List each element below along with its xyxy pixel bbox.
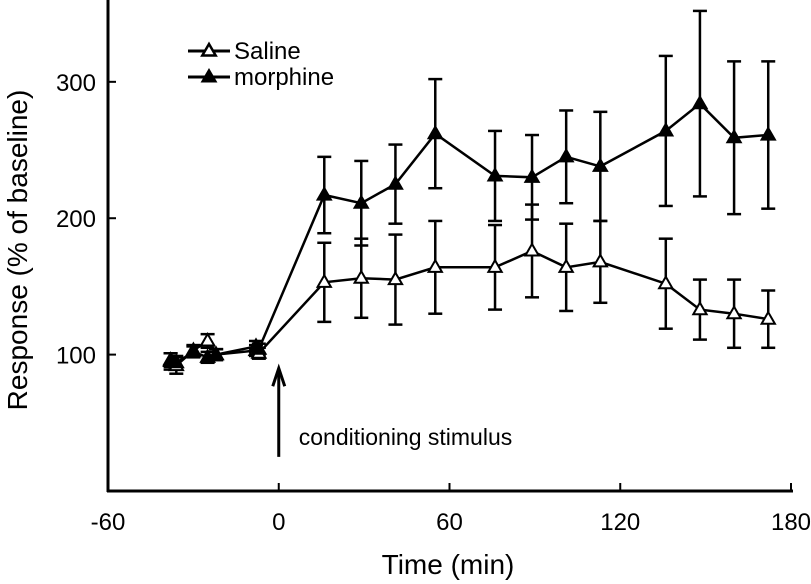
morphine-marker bbox=[691, 94, 709, 110]
saline-marker bbox=[199, 332, 217, 347]
morphine-line bbox=[170, 102, 769, 365]
y-tick-label: 300 bbox=[56, 70, 96, 97]
x-tick-label: 60 bbox=[436, 509, 463, 536]
x-tick-label: 120 bbox=[600, 509, 640, 536]
saline-marker bbox=[315, 273, 333, 288]
saline-marker bbox=[352, 269, 370, 284]
y-tick-label: 200 bbox=[56, 206, 96, 233]
saline-marker bbox=[691, 300, 709, 316]
y-tick-label: 100 bbox=[56, 343, 96, 370]
legend: Saline morphine bbox=[188, 38, 334, 91]
legend-saline-marker bbox=[200, 41, 218, 57]
x-axis-label: Time (min) bbox=[382, 549, 515, 580]
morphine-marker bbox=[387, 175, 404, 190]
morphine-marker bbox=[557, 147, 575, 163]
y-axis-label: Response (% of baseline) bbox=[2, 90, 33, 411]
legend-morphine-marker bbox=[200, 68, 218, 83]
morphine-marker bbox=[184, 342, 202, 358]
saline-marker bbox=[486, 258, 504, 273]
saline-marker bbox=[725, 304, 743, 320]
morphine-marker bbox=[486, 166, 504, 182]
morphine-marker bbox=[657, 121, 675, 137]
legend-morphine-label: morphine bbox=[234, 64, 334, 91]
conditioning-arrow-head bbox=[271, 363, 287, 387]
x-tick-label: 180 bbox=[771, 509, 811, 536]
saline-marker bbox=[591, 252, 609, 268]
morphine-marker bbox=[352, 194, 370, 209]
saline-marker bbox=[759, 310, 777, 325]
ticks: -60 0 60 120 180 100 200 300 bbox=[56, 70, 811, 536]
morphine-marker bbox=[250, 340, 268, 355]
morphine-marker bbox=[426, 124, 444, 140]
saline-marker bbox=[557, 258, 575, 273]
morphine-marker bbox=[315, 185, 333, 201]
legend-saline-label: Saline bbox=[234, 38, 301, 65]
x-tick-label: -60 bbox=[91, 509, 126, 536]
morphine-marker bbox=[167, 353, 185, 369]
morphine-marker bbox=[725, 128, 743, 144]
morphine-marker bbox=[207, 345, 225, 361]
x-tick-label: 0 bbox=[272, 509, 285, 536]
series-markers bbox=[162, 94, 777, 372]
saline-marker bbox=[657, 274, 675, 290]
morphine-marker bbox=[523, 168, 541, 183]
annotation-text: conditioning stimulus bbox=[299, 424, 513, 450]
morphine-marker bbox=[591, 157, 609, 172]
morphine-marker bbox=[759, 125, 777, 141]
saline-marker bbox=[387, 270, 404, 286]
saline-marker bbox=[523, 242, 541, 257]
annotation: conditioning stimulus bbox=[271, 363, 513, 457]
series-lines bbox=[169, 102, 769, 368]
saline-marker bbox=[426, 258, 444, 273]
